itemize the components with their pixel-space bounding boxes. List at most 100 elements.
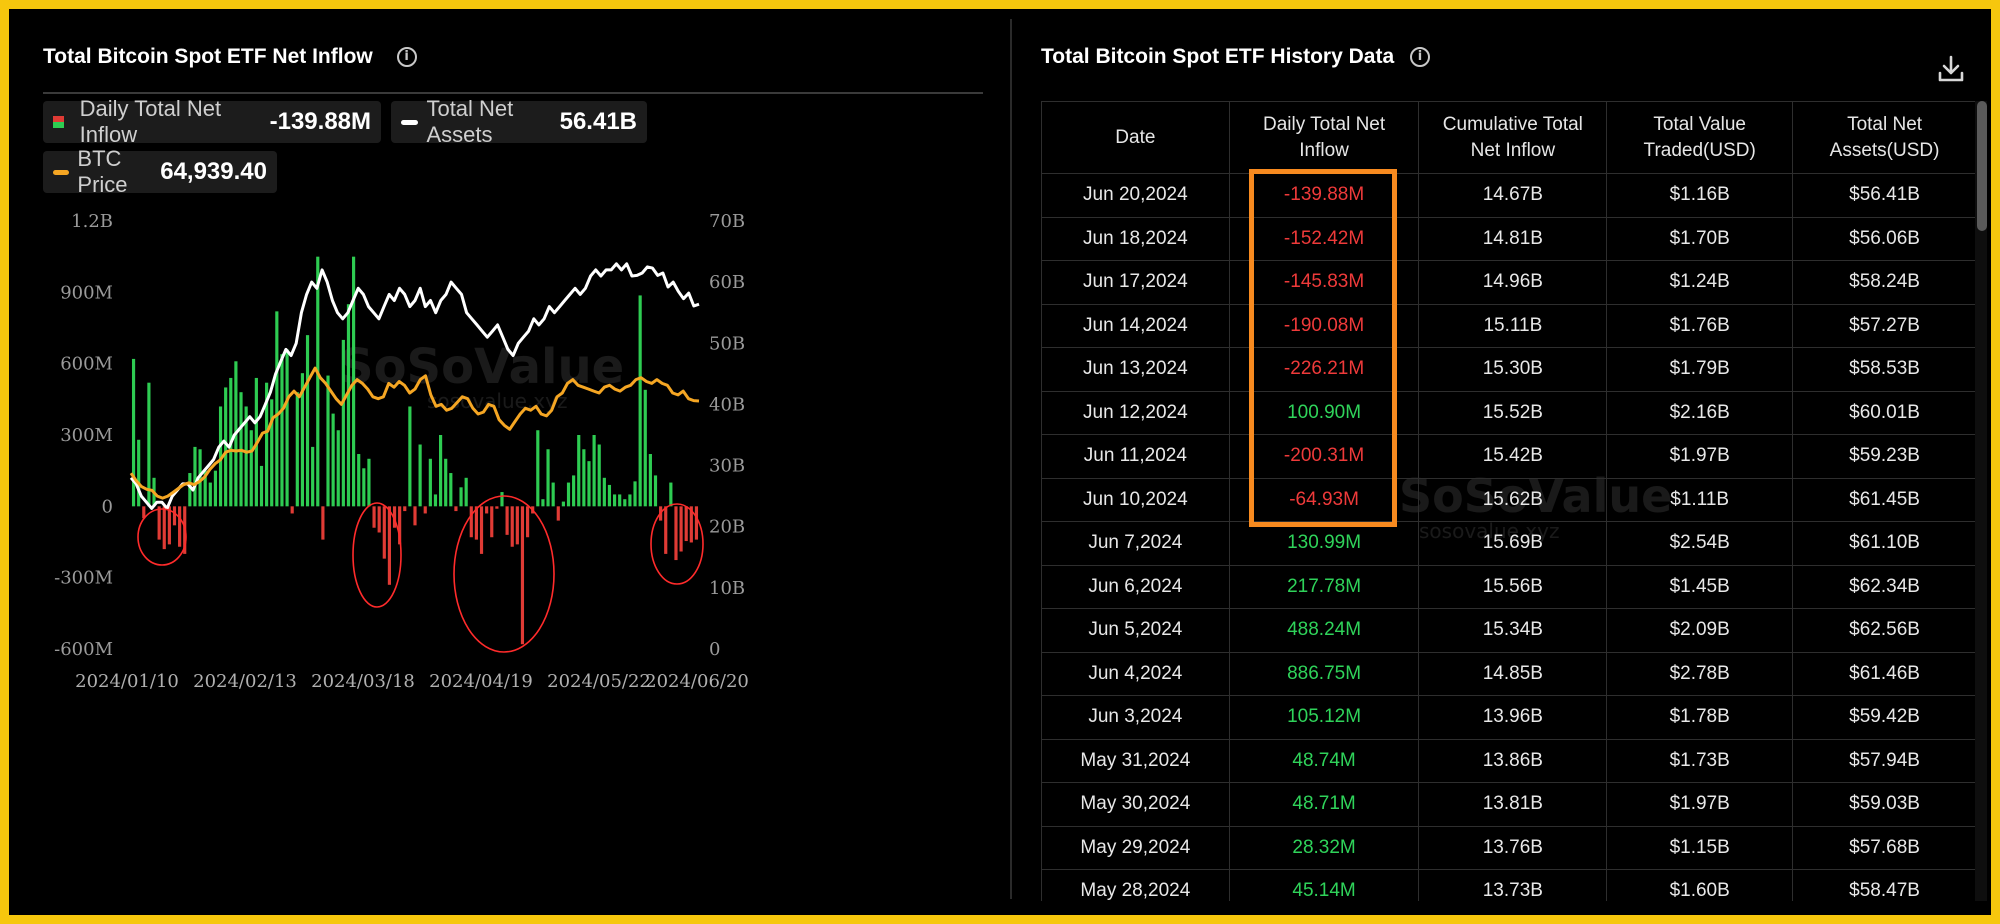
inflow-bar — [459, 487, 463, 507]
inflow-bar — [505, 506, 509, 535]
inflow-bar — [515, 506, 519, 545]
cell-value-traded: $1.76B — [1606, 303, 1794, 348]
inflow-bar — [188, 473, 192, 507]
inflow-bar — [137, 439, 141, 507]
download-icon[interactable] — [1935, 53, 1967, 85]
inflow-bar — [403, 506, 407, 512]
info-icon[interactable]: i — [1409, 47, 1430, 68]
table-row[interactable]: May 29,2024 28.32M 13.76B $1.15B $57.68B — [1041, 825, 1977, 870]
x-tick-label: 2024/05/22 — [547, 671, 651, 692]
legend-total-net-assets[interactable]: Total Net Assets 56.41B — [391, 96, 647, 147]
cell-date: Jun 6,2024 — [1041, 564, 1230, 609]
cell-value-traded: $1.97B — [1606, 434, 1794, 479]
y-left-tick-label: 300M — [60, 425, 113, 446]
col-header-net-assets[interactable]: Total Net Assets(USD) — [1792, 101, 1977, 174]
table-row[interactable]: May 31,2024 48.74M 13.86B $1.73B $57.94B — [1041, 738, 1977, 783]
x-tick-label: 2024/01/10 — [75, 671, 179, 692]
table-row[interactable]: Jun 10,2024 -64.93M 15.62B $1.11B $61.45B — [1041, 477, 1977, 522]
title-divider — [43, 92, 983, 94]
cell-daily-inflow: 105.12M — [1228, 695, 1420, 740]
info-icon[interactable]: i — [396, 47, 417, 68]
table-row[interactable]: Jun 11,2024 -200.31M 15.42B $1.97B $59.23B — [1041, 434, 1977, 479]
inflow-bar — [224, 387, 228, 507]
inflow-bar — [244, 406, 248, 507]
panel-divider — [1010, 19, 1012, 899]
inflow-bar — [694, 506, 699, 540]
inflow-bar — [495, 506, 499, 509]
cell-cumulative: 14.96B — [1418, 260, 1608, 305]
inflow-bar — [612, 494, 617, 507]
annotation-circle — [650, 503, 704, 585]
inflow-bar — [561, 501, 565, 507]
table-row[interactable]: Jun 5,2024 488.24M 15.34B $2.09B $62.56B — [1041, 608, 1977, 653]
cell-cumulative: 14.67B — [1418, 173, 1608, 218]
cell-daily-inflow: -200.31M — [1228, 434, 1420, 479]
table-row[interactable]: May 30,2024 48.71M 13.81B $1.97B $59.03B — [1041, 782, 1977, 827]
cell-date: Jun 12,2024 — [1041, 390, 1230, 435]
cell-cumulative: 15.62B — [1418, 477, 1608, 522]
cell-cumulative: 13.81B — [1418, 782, 1608, 827]
table-row[interactable]: Jun 14,2024 -190.08M 15.11B $1.76B $57.27B — [1041, 303, 1977, 348]
btc-swatch-icon — [53, 169, 70, 175]
cell-net-assets: $61.10B — [1792, 521, 1977, 566]
cell-cumulative: 15.30B — [1418, 347, 1608, 392]
cell-net-assets: $60.01B — [1792, 390, 1977, 435]
inflow-swatch-icon — [53, 116, 64, 128]
inflow-bar — [341, 339, 345, 507]
table-row[interactable]: Jun 7,2024 130.99M 15.69B $2.54B $61.10B — [1041, 521, 1977, 566]
y-left-tick-label: 1.2B — [71, 211, 113, 232]
cell-value-traded: $2.78B — [1606, 651, 1794, 696]
y-right-tick-label: 60B — [709, 272, 745, 293]
table-row[interactable]: Jun 17,2024 -145.83M 14.96B $1.24B $58.24B — [1041, 260, 1977, 305]
inflow-bar — [592, 435, 596, 507]
inflow-bar — [270, 399, 274, 507]
table-row[interactable]: Jun 18,2024 -152.42M 14.81B $1.70B $56.06B — [1041, 216, 1977, 261]
inflow-bar — [285, 349, 289, 507]
cell-cumulative: 15.11B — [1418, 303, 1608, 348]
legend-daily-value: -139.88M — [269, 108, 371, 135]
cell-net-assets: $62.34B — [1792, 564, 1977, 609]
annotation-circle — [352, 502, 402, 608]
col-header-daily-inflow[interactable]: Daily Total Net Inflow — [1228, 101, 1420, 174]
inflow-bar — [541, 499, 545, 507]
cell-cumulative: 13.86B — [1418, 738, 1608, 783]
col-header-cumulative[interactable]: Cumulative Total Net Inflow — [1418, 101, 1608, 174]
y-right-tick-label: 30B — [709, 456, 745, 477]
table-scrollbar-thumb[interactable] — [1977, 101, 1987, 231]
inflow-bar — [265, 382, 269, 507]
col-header-date[interactable]: Date — [1041, 101, 1230, 174]
y-left-tick-label: 0 — [102, 496, 113, 517]
x-tick-label: 2024/06/20 — [645, 671, 749, 692]
inflow-bar — [469, 506, 473, 538]
inflow-bar — [290, 506, 294, 514]
inflow-bar — [362, 468, 366, 507]
inflow-bar — [162, 506, 166, 550]
history-table-container[interactable]: Date Daily Total Net Inflow Cumulative T… — [1041, 101, 1977, 901]
table-row[interactable]: Jun 4,2024 886.75M 14.85B $2.78B $61.46B — [1041, 651, 1977, 696]
inflow-bar — [648, 454, 652, 507]
inflow-bar — [525, 506, 530, 538]
inflow-bar — [131, 358, 136, 507]
inflow-bar — [520, 506, 525, 645]
table-row[interactable]: Jun 6,2024 217.78M 15.56B $1.45B $62.34B — [1041, 564, 1977, 609]
cell-net-assets: $57.94B — [1792, 738, 1977, 783]
cell-net-assets: $62.56B — [1792, 608, 1977, 653]
legend-btc-price[interactable]: BTC Price 64,939.40 — [43, 146, 277, 197]
table-row[interactable]: Jun 20,2024 -139.88M 14.67B $1.16B $56.41B — [1041, 173, 1977, 218]
table-row[interactable]: Jun 13,2024 -226.21M 15.30B $1.79B $58.53B — [1041, 347, 1977, 392]
inflow-bar — [674, 506, 678, 561]
inflow-bar — [633, 481, 637, 507]
table-row[interactable]: Jun 3,2024 105.12M 13.96B $1.78B $59.42B — [1041, 695, 1977, 740]
history-title: Total Bitcoin Spot ETF History Data i — [1041, 45, 1430, 69]
cell-cumulative: 15.56B — [1418, 564, 1608, 609]
table-row[interactable]: May 28,2024 45.14M 13.73B $1.60B $58.47B — [1041, 869, 1977, 901]
table-row[interactable]: Jun 12,2024 100.90M 15.52B $2.16B $60.01B — [1041, 390, 1977, 435]
col-header-value-traded[interactable]: Total Value Traded(USD) — [1606, 101, 1794, 174]
cell-value-traded: $1.97B — [1606, 782, 1794, 827]
cell-cumulative: 15.42B — [1418, 434, 1608, 479]
legend-daily-net-inflow[interactable]: Daily Total Net Inflow -139.88M — [43, 96, 381, 147]
table-scrollbar-track[interactable] — [1975, 101, 1987, 901]
cell-cumulative: 15.52B — [1418, 390, 1608, 435]
cell-date: May 28,2024 — [1041, 869, 1230, 901]
